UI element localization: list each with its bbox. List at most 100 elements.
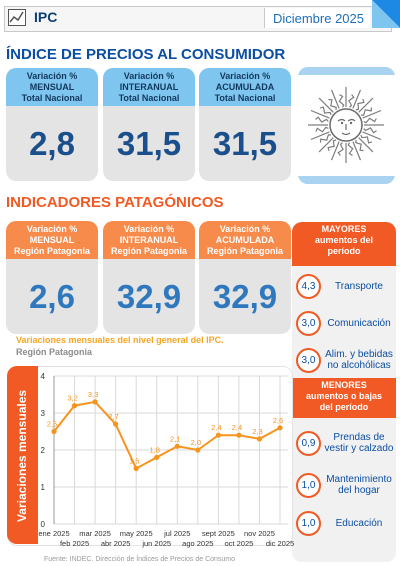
card-value: 31,5 [199,106,291,181]
chart-icon [8,9,26,26]
data-label: 1,5 [129,457,139,466]
card-value: 31,5 [103,106,195,181]
data-label: 2,3 [252,427,262,436]
chart-subtitle: Región Patagonia [16,347,93,357]
x-tick-label: oct 2025 [225,539,254,548]
card-value: 2,6 [6,259,98,334]
national-section-title: ÍNDICE DE PRECIOS AL CONSUMIDOR [6,46,286,63]
data-point [174,443,180,449]
patagonia-card-monthly: Variación % MENSUAL Región Patagonia 2,6 [6,221,98,334]
data-point [133,465,139,472]
data-point [71,403,78,409]
data-point [195,447,201,453]
card-label: Variación % ACUMULADA Total Nacional [199,68,291,106]
card-label: Variación % MENSUAL Región Patagonia [6,221,98,259]
y-tick-label: 4 [41,372,46,381]
x-tick-label: ago 2025 [182,539,213,548]
menores-title: MENORES aumentos o bajas del período [292,378,396,418]
label-line: Variación % [219,71,271,81]
label-line: MENSUAL [29,235,75,245]
patagonia-card-accumulated: Variación % ACUMULADA Región Patagonia 32,… [199,221,291,334]
rank-label: Comunicación [327,317,391,329]
x-tick-label: may 2025 [120,529,153,538]
mayores-item: 3,0 Comunicación [292,305,396,341]
y-tick-label: 3 [41,409,46,418]
menores-item: 1,0 Mantenimiento del hogar [292,467,396,503]
national-card-yearly: Variación % INTERANUAL Total Nacional 31,5 [103,68,195,181]
data-label: 2,6 [273,416,283,425]
card-label: Variación % ACUMULADA Región Patagonia [199,221,291,259]
card-value: 32,9 [199,259,291,334]
mayores-item: 3,0 Alim. y bebidas no alcohólicas [292,342,396,378]
label-line: aumentos o bajas [305,391,383,401]
label-line: Región Patagonia [13,246,90,256]
y-tick-label: 1 [41,483,46,492]
data-point [92,399,98,405]
data-label: 1,8 [150,445,160,454]
menores-item: 0,9 Prendas de vestir y calzado [292,425,396,461]
label-line: MAYORES [321,224,367,234]
rank-value: 3,0 [296,311,321,336]
label-line: Total Nacional [21,93,83,103]
rank-label: Mantenimiento del hogar [326,474,392,496]
mayores-item: 4,3 Transporte [292,268,396,304]
rank-label: Alim. y bebidas no alcohólicas [325,349,393,371]
data-point [236,432,242,438]
label-line: Total Nacional [214,93,276,103]
label-line: MENORES [321,380,367,390]
data-point [256,436,263,442]
x-tick-label: feb 2025 [60,539,89,548]
chart-frame [7,366,293,546]
ranking-panel: MAYORES aumentos del período 4,3 Transport… [292,222,396,562]
source-note: Fuente: INDEC. Dirección de Índices de P… [44,556,236,563]
x-tick-label: dic 2025 [266,539,294,548]
card-label: Variación % INTERANUAL Región Patagonia [103,221,195,259]
data-label: 2,4 [232,423,242,432]
label-line: Total Nacional [118,93,180,103]
rank-label: Educación [335,517,383,529]
data-label: 2,7 [108,412,118,421]
x-tick-label: nov 2025 [244,529,275,538]
label-line: Región Patagonia [206,246,283,256]
card-value: 2,8 [6,106,98,181]
rank-value: 3,0 [296,348,321,373]
corner-triangle-icon [372,0,400,28]
data-point [113,421,119,427]
label-line: aumentos del [314,235,373,245]
national-card-monthly: Variación % MENSUAL Total Nacional 2,8 [6,68,98,181]
data-label: 3,2 [67,394,77,403]
rank-label: Prendas de vestir y calzado [324,432,394,454]
menores-item: 1,0 Educación [292,505,396,541]
series-line [53,400,281,470]
label-line: Variación % [219,224,271,234]
rank-label: Transporte [335,280,383,292]
rank-value: 0,9 [296,431,321,456]
data-label: 2,1 [170,434,180,443]
header-date: Diciembre 2025 [264,8,370,28]
data-label: 2,5 [47,420,57,429]
mayores-title: MAYORES aumentos del período [292,222,396,266]
label-line: MENSUAL [29,82,75,92]
x-tick-label: mar 2025 [79,529,111,538]
label-line: del período [319,402,369,412]
data-point [154,454,160,460]
sun-of-may-icon [298,67,395,184]
x-tick-label: jun 2025 [141,539,171,548]
y-tick-label: 2 [41,446,46,455]
label-line: Variación % [26,71,78,81]
patagonia-card-yearly: Variación % INTERANUAL Región Patagonia 32… [103,221,195,334]
card-value: 32,9 [103,259,195,334]
label-line: Región Patagonia [110,246,187,256]
rank-value: 4,3 [296,274,321,299]
label-line: período [327,246,361,256]
label-line: ACUMULADA [215,82,275,92]
x-tick-label: abr 2025 [101,539,131,548]
national-card-accumulated: Variación % ACUMULADA Total Nacional 31,5 [199,68,291,181]
data-label: 3,3 [88,390,98,399]
rank-value: 1,0 [296,473,321,498]
data-point [277,425,283,431]
argentina-flag-image [298,67,395,184]
y-axis-label-band [7,366,38,544]
header-title: IPC [34,9,58,25]
data-label: 2,0 [191,438,201,447]
